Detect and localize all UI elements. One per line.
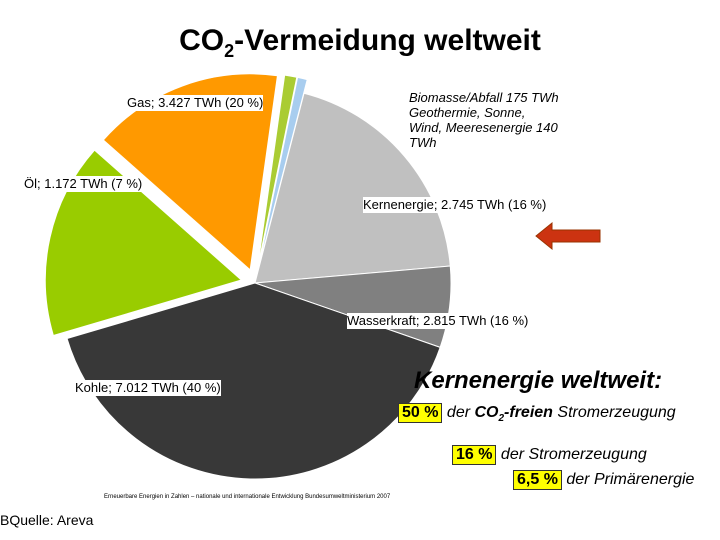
label-wasserkraft: Wasserkraft; 2.815 TWh (16 %) [347, 313, 529, 329]
label-biomasse: Biomasse/Abfall 175 TWh Geothermie, Sonn… [409, 90, 559, 150]
label-gas: Gas; 3.427 TWh (20 %) [127, 95, 264, 111]
callout-line-2: 16 % der Stromerzeugung [452, 445, 647, 465]
pie-slice-wasserkraft [44, 149, 243, 337]
source-note: Erneuerbare Energien in Zahlen – nationa… [104, 494, 391, 500]
label-oel: Öl; 1.172 TWh (7 %) [24, 176, 143, 192]
pie-slice-kernenergie [102, 73, 278, 271]
label-kohle: Kohle; 7.012 TWh (40 %) [75, 380, 221, 396]
pie-slice-biomasse-abfall [256, 74, 298, 270]
callout-line-1: 50 % der CO2-freien Stromerzeugung [398, 403, 676, 424]
callout-heading: Kernenergie weltweit: [414, 367, 663, 394]
arrow-icon [535, 221, 601, 251]
source-credit: BQuelle: Areva [0, 512, 94, 528]
chart-title: CO2-Vermeidung weltweit [179, 24, 541, 61]
label-kernenergie: Kernenergie; 2.745 TWh (16 %) [363, 197, 547, 213]
callout-line-3: 6,5 % der Primärenergie [513, 470, 694, 490]
pie-slice-gas [254, 92, 451, 284]
